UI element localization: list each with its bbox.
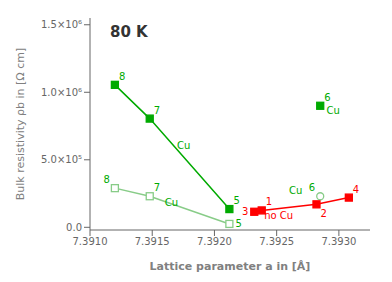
svg-text:Cu: Cu	[289, 185, 302, 196]
svg-text:6: 6	[324, 92, 330, 103]
svg-text:7.3920: 7.3920	[197, 236, 232, 247]
svg-text:7.3915: 7.3915	[135, 236, 170, 247]
svg-text:Cu: Cu	[177, 140, 190, 151]
svg-text:Cu: Cu	[165, 197, 178, 208]
svg-text:4: 4	[353, 184, 359, 195]
svg-text:7: 7	[154, 182, 160, 193]
svg-text:5: 5	[233, 195, 239, 206]
svg-text:1.0×10⁶: 1.0×10⁶	[41, 87, 82, 98]
svg-text:Cu: Cu	[326, 105, 339, 116]
svg-text:5.0×10⁵: 5.0×10⁵	[41, 154, 82, 165]
svg-text:80 K: 80 K	[110, 23, 149, 41]
svg-text:7.3925: 7.3925	[259, 236, 294, 247]
svg-text:7: 7	[154, 105, 160, 116]
svg-text:7.3910: 7.3910	[73, 236, 108, 247]
svg-text:Bulk resistivity ρb in [Ω cm]: Bulk resistivity ρb in [Ω cm]	[14, 48, 27, 201]
svg-text:8: 8	[119, 71, 125, 82]
svg-text:7.3930: 7.3930	[321, 236, 356, 247]
svg-text:no Cu: no Cu	[264, 210, 293, 221]
svg-text:3: 3	[242, 206, 248, 217]
svg-text:0.0: 0.0	[66, 222, 82, 233]
svg-text:5: 5	[235, 218, 241, 229]
svg-text:6: 6	[309, 182, 315, 193]
svg-text:1: 1	[266, 196, 272, 207]
svg-text:1.5×10⁶: 1.5×10⁶	[41, 19, 82, 30]
svg-text:8: 8	[104, 174, 110, 185]
svg-text:Lattice parameter a in [Å]: Lattice parameter a in [Å]	[150, 260, 311, 273]
svg-text:2: 2	[320, 208, 326, 219]
